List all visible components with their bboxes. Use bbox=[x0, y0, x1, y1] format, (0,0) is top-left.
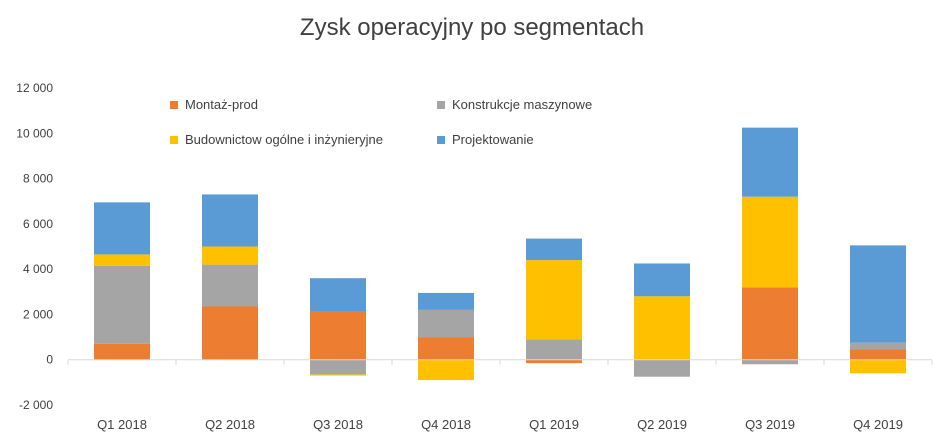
bar-segment bbox=[310, 311, 366, 360]
bar-segment bbox=[742, 359, 798, 365]
legend-label: Budownictow ogólne i inżynieryjne bbox=[185, 132, 384, 147]
chart-title: Zysk operacyjny po segmentach bbox=[299, 14, 645, 41]
bar-segment bbox=[850, 245, 906, 343]
bar-segment bbox=[526, 260, 582, 340]
x-tick-label: Q1 2019 bbox=[529, 417, 579, 432]
x-tick-label: Q4 2018 bbox=[421, 417, 471, 432]
bar-segment bbox=[418, 337, 474, 360]
bar-segment bbox=[850, 349, 906, 360]
bar-segment bbox=[634, 296, 690, 360]
y-tick-label: 10 000 bbox=[16, 126, 53, 140]
y-tick-label: 2 000 bbox=[23, 307, 53, 321]
x-tick-label: Q1 2018 bbox=[97, 417, 147, 432]
bar-segment bbox=[634, 359, 690, 377]
x-tick-label: Q4 2019 bbox=[853, 417, 903, 432]
legend-item-konstrukcje: Konstrukcje maszynowe bbox=[437, 97, 592, 112]
bar-segment bbox=[526, 359, 582, 364]
bar-segment bbox=[94, 202, 150, 255]
legend-swatch bbox=[437, 100, 445, 109]
x-tick-label: Q3 2018 bbox=[313, 417, 363, 432]
bar-segment bbox=[742, 196, 798, 288]
legend-swatch bbox=[437, 135, 445, 144]
legend-item-projektowanie: Projektowanie bbox=[437, 132, 534, 147]
legend-label: Konstrukcje maszynowe bbox=[452, 97, 593, 112]
y-tick-label: 12 000 bbox=[16, 81, 53, 95]
bar-segment bbox=[850, 342, 906, 350]
bar-segment bbox=[310, 278, 366, 312]
bar-segment bbox=[634, 263, 690, 297]
y-tick-label: 4 000 bbox=[23, 262, 53, 276]
legend-item-budownictwo: Budownictow ogólne i inżynieryjne bbox=[170, 132, 383, 147]
y-tick-label: 6 000 bbox=[23, 217, 53, 231]
y-axis-labels: 12 000 10 000 8 000 6 000 4 000 2 000 0 -2 000 bbox=[16, 81, 53, 412]
x-tick-label: Q2 2018 bbox=[205, 417, 255, 432]
bar-segment bbox=[526, 238, 582, 261]
bar-segment bbox=[202, 306, 258, 360]
legend-swatch bbox=[170, 135, 178, 144]
y-tick-label: -2 000 bbox=[19, 398, 53, 412]
bar-segment bbox=[418, 292, 474, 310]
legend-item-montaz: Montaż-prod bbox=[170, 97, 258, 112]
legend-label: Montaż-prod bbox=[185, 97, 258, 112]
bar-segment bbox=[310, 359, 366, 375]
x-axis-ticks bbox=[67, 359, 933, 365]
bar-segment bbox=[526, 339, 582, 360]
y-tick-label: 8 000 bbox=[23, 172, 53, 186]
x-axis-labels: Q1 2018 Q2 2018 Q3 2018 Q4 2018 Q1 2019 Q2 20… bbox=[97, 417, 903, 432]
legend-label: Projektowanie bbox=[452, 132, 534, 147]
bar-segment bbox=[742, 127, 798, 197]
bar-segment bbox=[202, 194, 258, 247]
bar-segment bbox=[418, 309, 474, 338]
bars bbox=[94, 127, 906, 381]
bar-segment bbox=[742, 287, 798, 360]
bar-segment bbox=[202, 246, 258, 265]
legend-swatch bbox=[170, 100, 178, 109]
bar-segment bbox=[418, 359, 474, 381]
x-tick-label: Q3 2019 bbox=[745, 417, 795, 432]
bar-segment bbox=[310, 374, 366, 376]
y-tick-label: 0 bbox=[46, 353, 53, 367]
bar-segment bbox=[94, 265, 150, 344]
bar-segment bbox=[850, 359, 906, 374]
bar-segment bbox=[94, 343, 150, 360]
bar-segment bbox=[94, 254, 150, 266]
x-tick-label: Q2 2019 bbox=[637, 417, 687, 432]
bar-segment bbox=[202, 264, 258, 307]
